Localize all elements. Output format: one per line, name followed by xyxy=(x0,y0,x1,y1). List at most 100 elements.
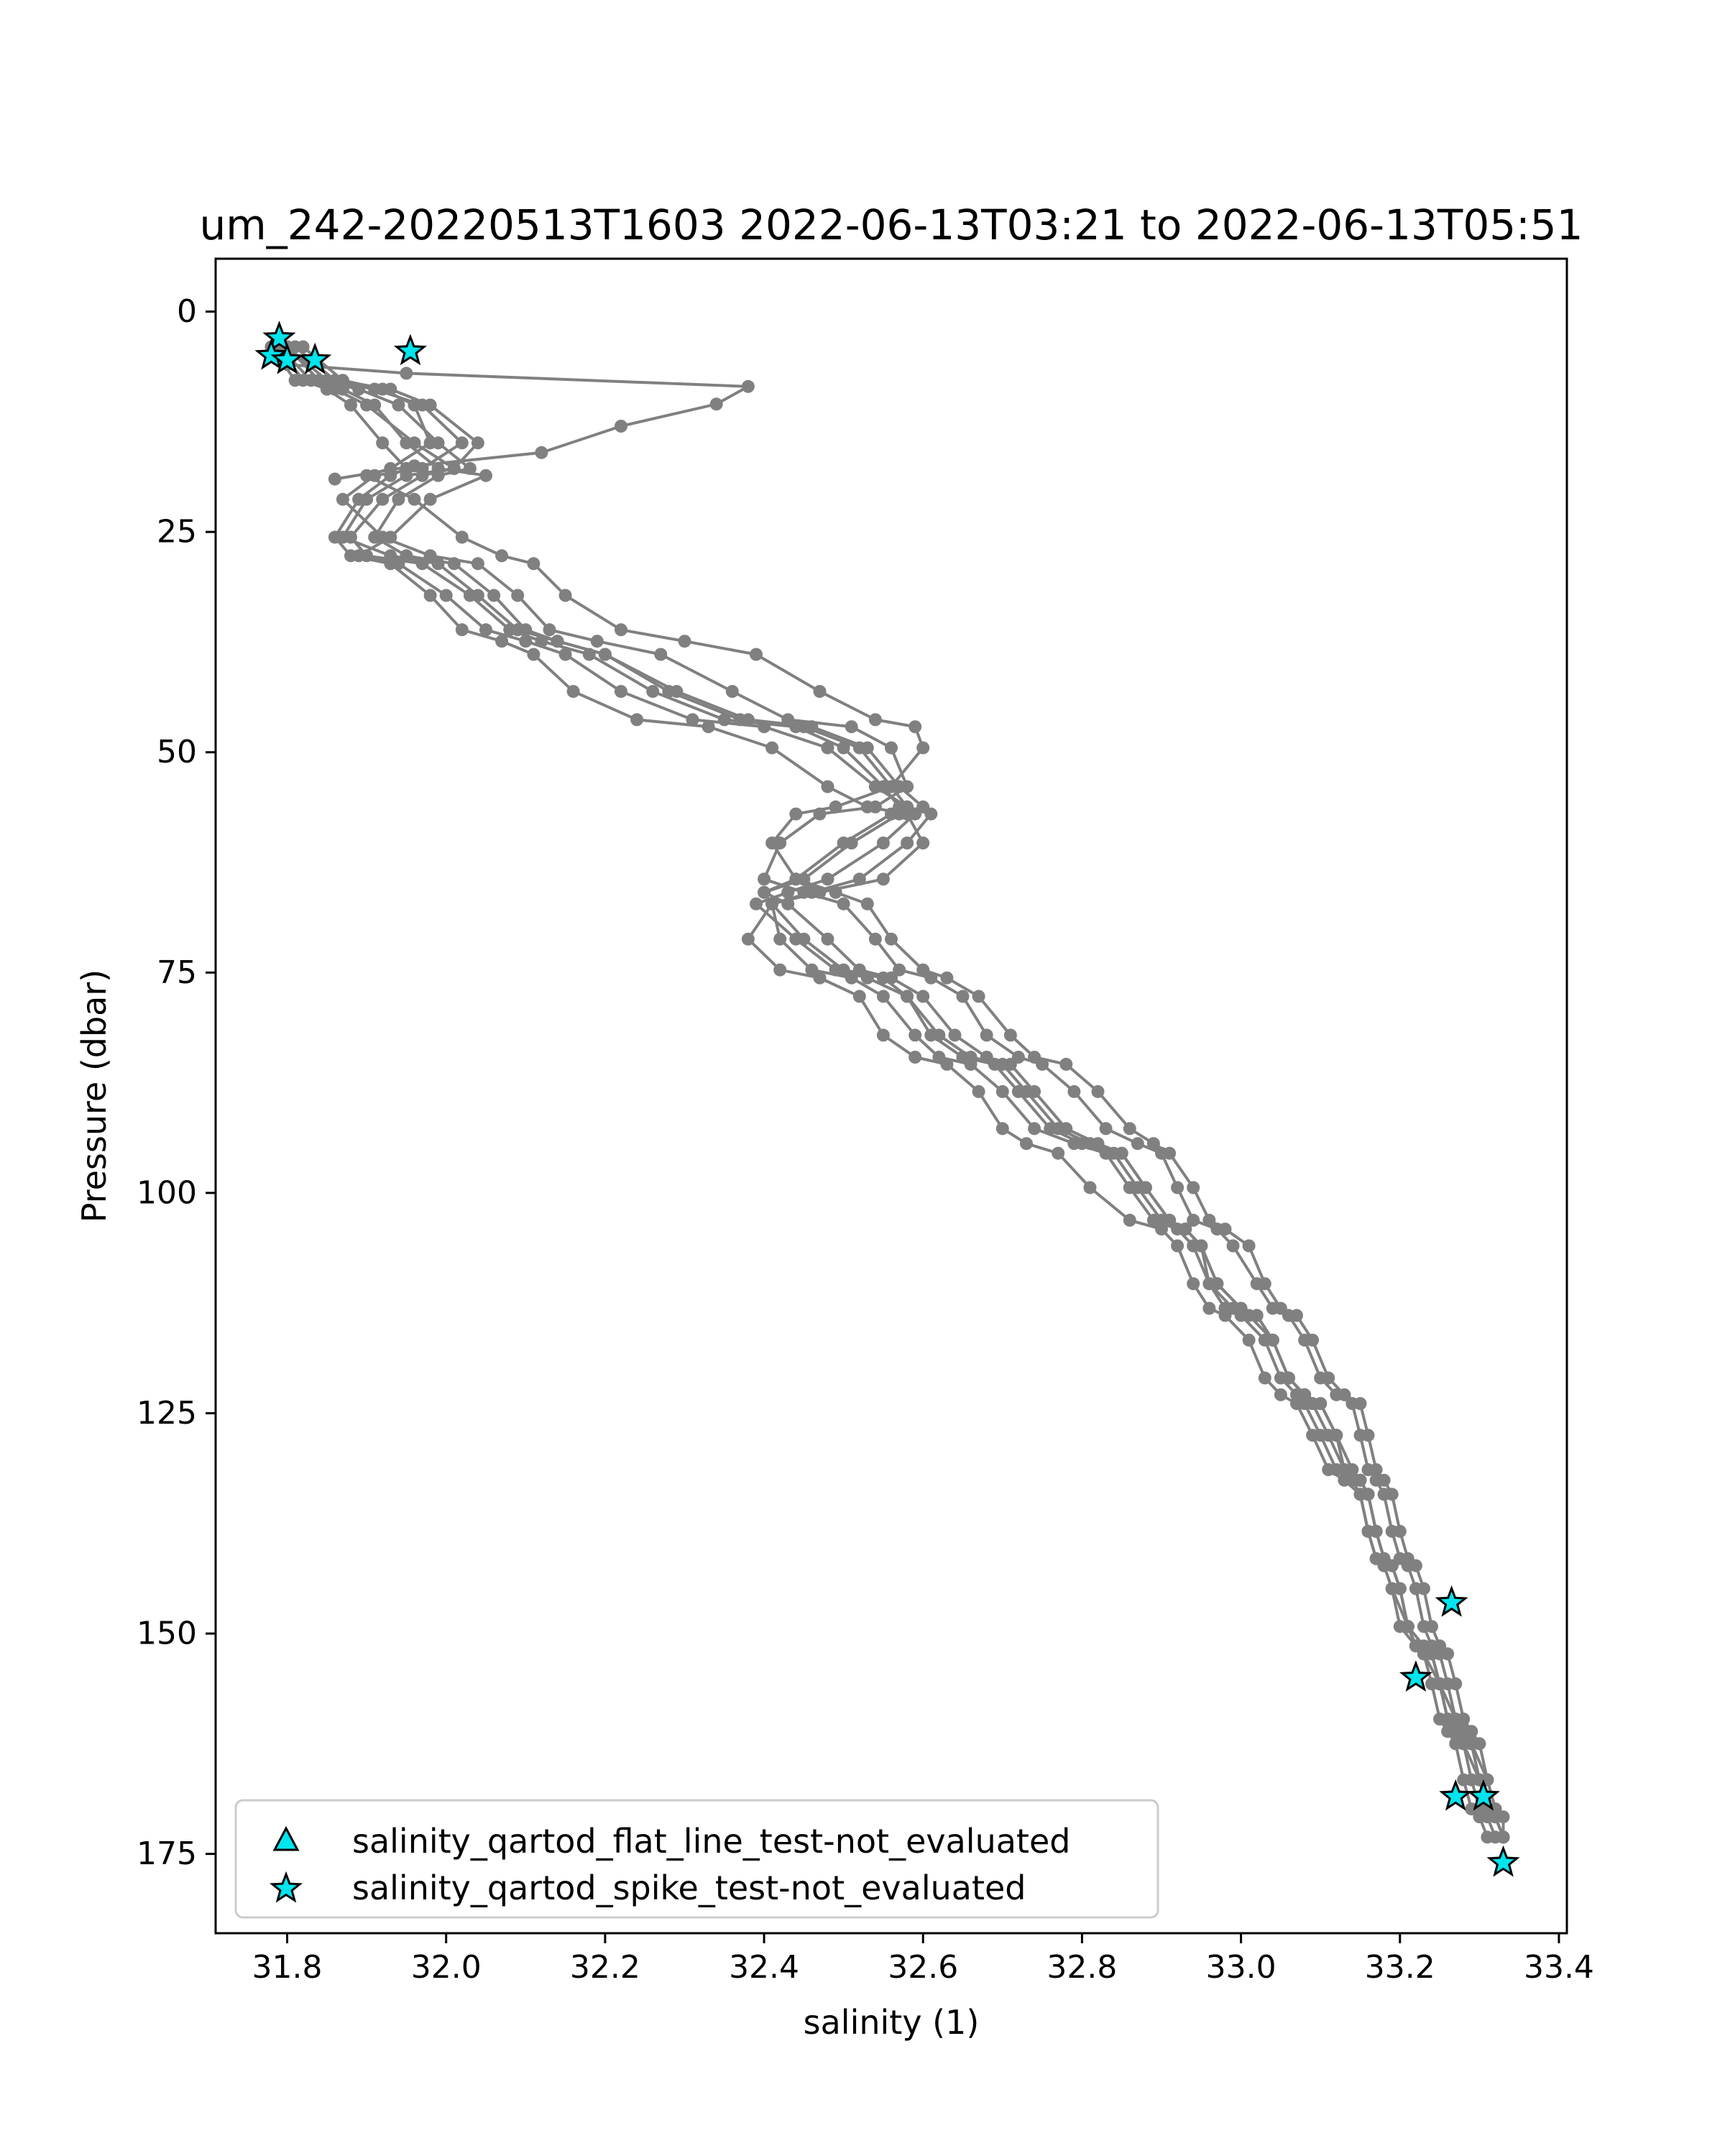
y-tick-label: 100 xyxy=(137,1174,197,1211)
spike-flag-star xyxy=(1486,1845,1520,1877)
data-point xyxy=(876,837,890,849)
y-tick-label: 50 xyxy=(157,734,197,770)
data-point xyxy=(1218,1222,1232,1236)
x-tick-label: 32.2 xyxy=(570,1949,640,1986)
data-point xyxy=(885,780,898,793)
legend-label-flat-line: salinity_qartod_flat_line_test-not_evalu… xyxy=(352,1822,1070,1861)
data-point xyxy=(423,492,437,506)
data-point xyxy=(384,461,397,475)
data-point xyxy=(1306,1333,1320,1347)
data-point xyxy=(995,1057,1009,1071)
data-point xyxy=(1274,1302,1287,1315)
data-point xyxy=(995,1122,1009,1135)
data-point xyxy=(1163,1146,1177,1160)
data-point xyxy=(1202,1213,1216,1227)
data-point xyxy=(400,469,413,482)
data-point xyxy=(1377,1473,1391,1487)
data-point xyxy=(1171,1239,1184,1253)
data-point xyxy=(1449,1725,1463,1738)
data-point xyxy=(527,557,540,571)
data-point xyxy=(1138,1181,1152,1194)
data-point xyxy=(829,885,842,899)
data-point xyxy=(511,623,525,637)
data-point xyxy=(1067,1084,1081,1098)
data-point xyxy=(1171,1181,1184,1194)
data-point xyxy=(1250,1309,1264,1322)
data-point xyxy=(837,897,850,911)
data-point xyxy=(781,897,795,911)
data-point xyxy=(1409,1559,1422,1572)
data-point xyxy=(860,897,874,911)
data-point xyxy=(415,557,429,571)
data-point xyxy=(1020,1137,1033,1151)
data-point xyxy=(1234,1302,1248,1315)
data-point xyxy=(296,340,310,354)
legend: salinity_qartod_flat_line_test-not_evalu… xyxy=(234,1799,1159,1919)
data-point xyxy=(447,461,461,475)
data-point xyxy=(1441,1713,1455,1726)
data-point xyxy=(431,461,445,475)
x-tick-label: 31.8 xyxy=(252,1949,323,1986)
spike-flag-star xyxy=(1435,1585,1468,1617)
data-point xyxy=(479,623,492,637)
data-point xyxy=(1202,1302,1216,1315)
data-point xyxy=(1496,1830,1510,1844)
spike-flag-star xyxy=(1399,1660,1432,1692)
data-point xyxy=(1330,1429,1343,1442)
data-point xyxy=(535,635,548,648)
data-point xyxy=(336,382,349,396)
data-point xyxy=(1385,1488,1399,1501)
data-point xyxy=(1067,1137,1081,1151)
data-point xyxy=(1298,1388,1312,1401)
data-point xyxy=(408,398,421,412)
data-point xyxy=(773,932,787,946)
data-point xyxy=(1425,1620,1438,1634)
data-point xyxy=(1338,1463,1351,1476)
y-axis-label: Pressure (dbar) xyxy=(75,969,114,1222)
data-point xyxy=(487,589,501,602)
data-point xyxy=(423,398,437,412)
x-tick-label: 33.2 xyxy=(1365,1949,1435,1986)
data-point xyxy=(471,436,484,450)
data-point xyxy=(1433,1639,1447,1653)
data-point xyxy=(1131,1137,1144,1151)
data-point xyxy=(1298,1397,1312,1410)
y-tick-label: 25 xyxy=(157,514,197,550)
data-point xyxy=(392,557,405,571)
data-point xyxy=(1146,1213,1160,1227)
data-point xyxy=(797,932,811,946)
x-tick-label: 32.0 xyxy=(411,1949,482,1986)
data-point xyxy=(1457,1713,1471,1726)
data-point xyxy=(876,990,890,1003)
data-point xyxy=(1290,1309,1303,1322)
data-point xyxy=(868,800,882,814)
data-point xyxy=(1123,1213,1136,1227)
data-point xyxy=(582,648,596,661)
data-point xyxy=(1393,1524,1407,1538)
data-point xyxy=(940,971,954,985)
data-point xyxy=(813,971,827,985)
data-point xyxy=(392,492,405,506)
data-point xyxy=(1282,1371,1295,1385)
data-point xyxy=(1242,1333,1256,1347)
data-point xyxy=(1433,1677,1447,1690)
data-point xyxy=(924,971,938,985)
data-point xyxy=(1449,1677,1463,1690)
data-point xyxy=(1195,1239,1208,1253)
data-point xyxy=(1314,1397,1328,1410)
data-point xyxy=(1099,1122,1113,1135)
data-point xyxy=(463,461,477,475)
data-point xyxy=(471,589,484,602)
data-point xyxy=(964,1051,978,1064)
data-point xyxy=(360,469,374,482)
data-point xyxy=(519,635,533,648)
data-point xyxy=(1369,1524,1383,1538)
x-axis-label: salinity (1) xyxy=(804,2003,980,2042)
data-point xyxy=(1409,1639,1422,1653)
data-point xyxy=(1242,1239,1256,1253)
data-point xyxy=(1099,1146,1113,1160)
spike-flag-star xyxy=(262,321,296,352)
data-point xyxy=(821,780,834,793)
data-point xyxy=(495,635,509,648)
